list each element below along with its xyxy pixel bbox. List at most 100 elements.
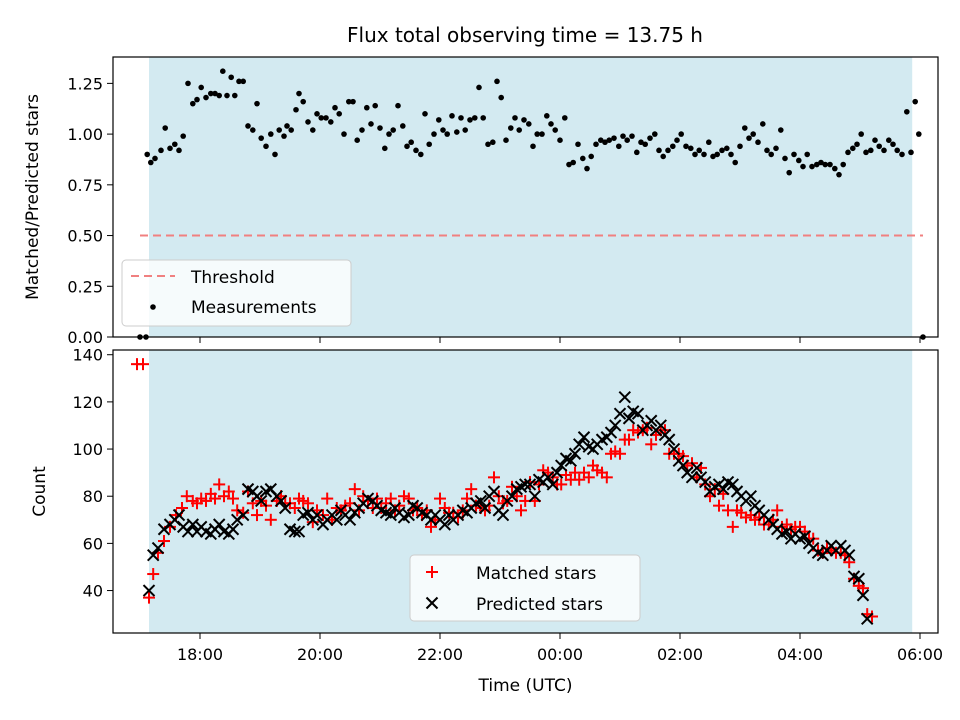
- predicted-star-point-b: [541, 471, 555, 484]
- predicted-star-point-b: [698, 475, 712, 489]
- measurement-point: [328, 119, 334, 125]
- measurement-point: [449, 113, 455, 119]
- measurement-point: [284, 123, 290, 129]
- predicted-star-point-b: [301, 506, 315, 519]
- measurement-point: [638, 139, 644, 146]
- predicted-star-point: [662, 433, 676, 446]
- measurement-point: [198, 84, 204, 91]
- predicted-star-point-b: [343, 513, 357, 527]
- measurement-point: [916, 131, 922, 137]
- predicted-star-point: [685, 471, 699, 484]
- predicted-star-point-b: [716, 482, 730, 496]
- legend-ratio: Threshold Measurements: [121, 259, 352, 327]
- measurement-point: [212, 90, 218, 97]
- matched-star-point: [866, 610, 878, 623]
- measurement-point: [346, 98, 352, 105]
- predicted-star-point-b: [278, 501, 292, 515]
- measurement-point: [746, 135, 752, 141]
- predicted-star-point-b: [406, 499, 420, 512]
- measurement-point: [305, 119, 311, 125]
- predicted-star-point-b: [726, 478, 740, 491]
- measurement-point: [863, 149, 869, 156]
- measurement-point: [534, 131, 540, 137]
- measurement-point: [364, 104, 370, 111]
- matched-star-point: [771, 504, 784, 517]
- measurement-point: [162, 125, 168, 131]
- predicted-star-point: [301, 506, 315, 519]
- predicted-star-point: [343, 513, 357, 527]
- measurement-point: [890, 141, 896, 148]
- predicted-star-point: [667, 442, 681, 456]
- measurement-point: [804, 151, 810, 158]
- measurement-point: [602, 139, 608, 146]
- y-axis-label: Matched/Predicted stars: [23, 94, 43, 300]
- predicted-star-point: [226, 523, 240, 536]
- predicted-star-point: [564, 454, 578, 468]
- predicted-star-point-b: [415, 506, 429, 519]
- matched-star-point: [213, 478, 226, 491]
- measurement-point: [670, 143, 676, 150]
- measurement-point: [288, 127, 295, 133]
- measurement-point: [458, 115, 464, 121]
- measurement-point: [840, 161, 846, 168]
- measurement-point: [382, 145, 388, 152]
- measurement-point: [476, 84, 482, 91]
- measurement-point: [809, 163, 815, 170]
- matched-star-point: [753, 511, 766, 524]
- measurement-point: [588, 153, 594, 160]
- y-tick-label: 0.00: [67, 328, 103, 347]
- measurement-point: [760, 121, 766, 127]
- matched-star-point: [713, 499, 725, 512]
- measurement-point: [190, 100, 196, 107]
- predicted-star-point: [236, 508, 250, 522]
- y-axis-label: Count: [30, 466, 50, 517]
- predicted-star-point-b: [604, 426, 618, 439]
- measurement-point: [750, 131, 756, 137]
- measurement-point: [144, 151, 150, 158]
- predicted-star-point-b: [379, 506, 393, 519]
- predicted-star-point-b: [236, 508, 250, 522]
- measurement-point: [431, 131, 437, 137]
- predicted-star-point-b: [847, 570, 861, 583]
- matched-star-point: [645, 438, 658, 451]
- measurement-point: [786, 169, 792, 176]
- matched-star-point: [393, 499, 406, 512]
- predicted-star-point-b: [292, 525, 306, 538]
- predicted-star-point-b: [254, 494, 268, 508]
- measurement-point: [245, 123, 251, 129]
- measurement-point: [701, 151, 707, 158]
- measurement-point: [224, 92, 230, 99]
- measurement-point: [912, 98, 918, 105]
- measurement-point: [180, 133, 186, 139]
- measurement-point: [208, 90, 214, 97]
- measurement-point: [665, 147, 671, 154]
- measurement-point: [580, 155, 586, 162]
- measurement-point: [656, 147, 662, 154]
- predicted-star-point-b: [554, 459, 568, 472]
- predicted-star-point: [505, 490, 519, 503]
- measurement-point: [203, 94, 209, 101]
- predicted-star-point-b: [528, 490, 542, 503]
- measurement-point: [539, 131, 545, 137]
- measurement-point: [220, 68, 226, 75]
- y-tick-label: 120: [72, 393, 103, 412]
- measurement-point: [167, 145, 173, 152]
- predicted-star-point-b: [613, 407, 627, 420]
- measurement-point: [176, 147, 182, 154]
- measurement-point: [395, 102, 401, 109]
- matched-star-point: [209, 492, 221, 505]
- predicted-star-point-b: [622, 412, 636, 425]
- measurement-point: [336, 111, 343, 117]
- legend-box: [409, 554, 641, 622]
- measurement-point: [228, 74, 234, 81]
- measurement-point: [467, 117, 473, 123]
- y-tick-label: 0.50: [67, 227, 103, 246]
- measurement-point: [593, 141, 599, 148]
- legend-measurement-swatch: [150, 304, 156, 310]
- predicted-star-point-b: [478, 501, 492, 515]
- measurement-point: [386, 131, 392, 137]
- predicted-star-point-b: [330, 513, 344, 527]
- measurement-point: [674, 137, 680, 143]
- predicted-star-point-b: [798, 530, 812, 543]
- measurement-point: [872, 137, 878, 143]
